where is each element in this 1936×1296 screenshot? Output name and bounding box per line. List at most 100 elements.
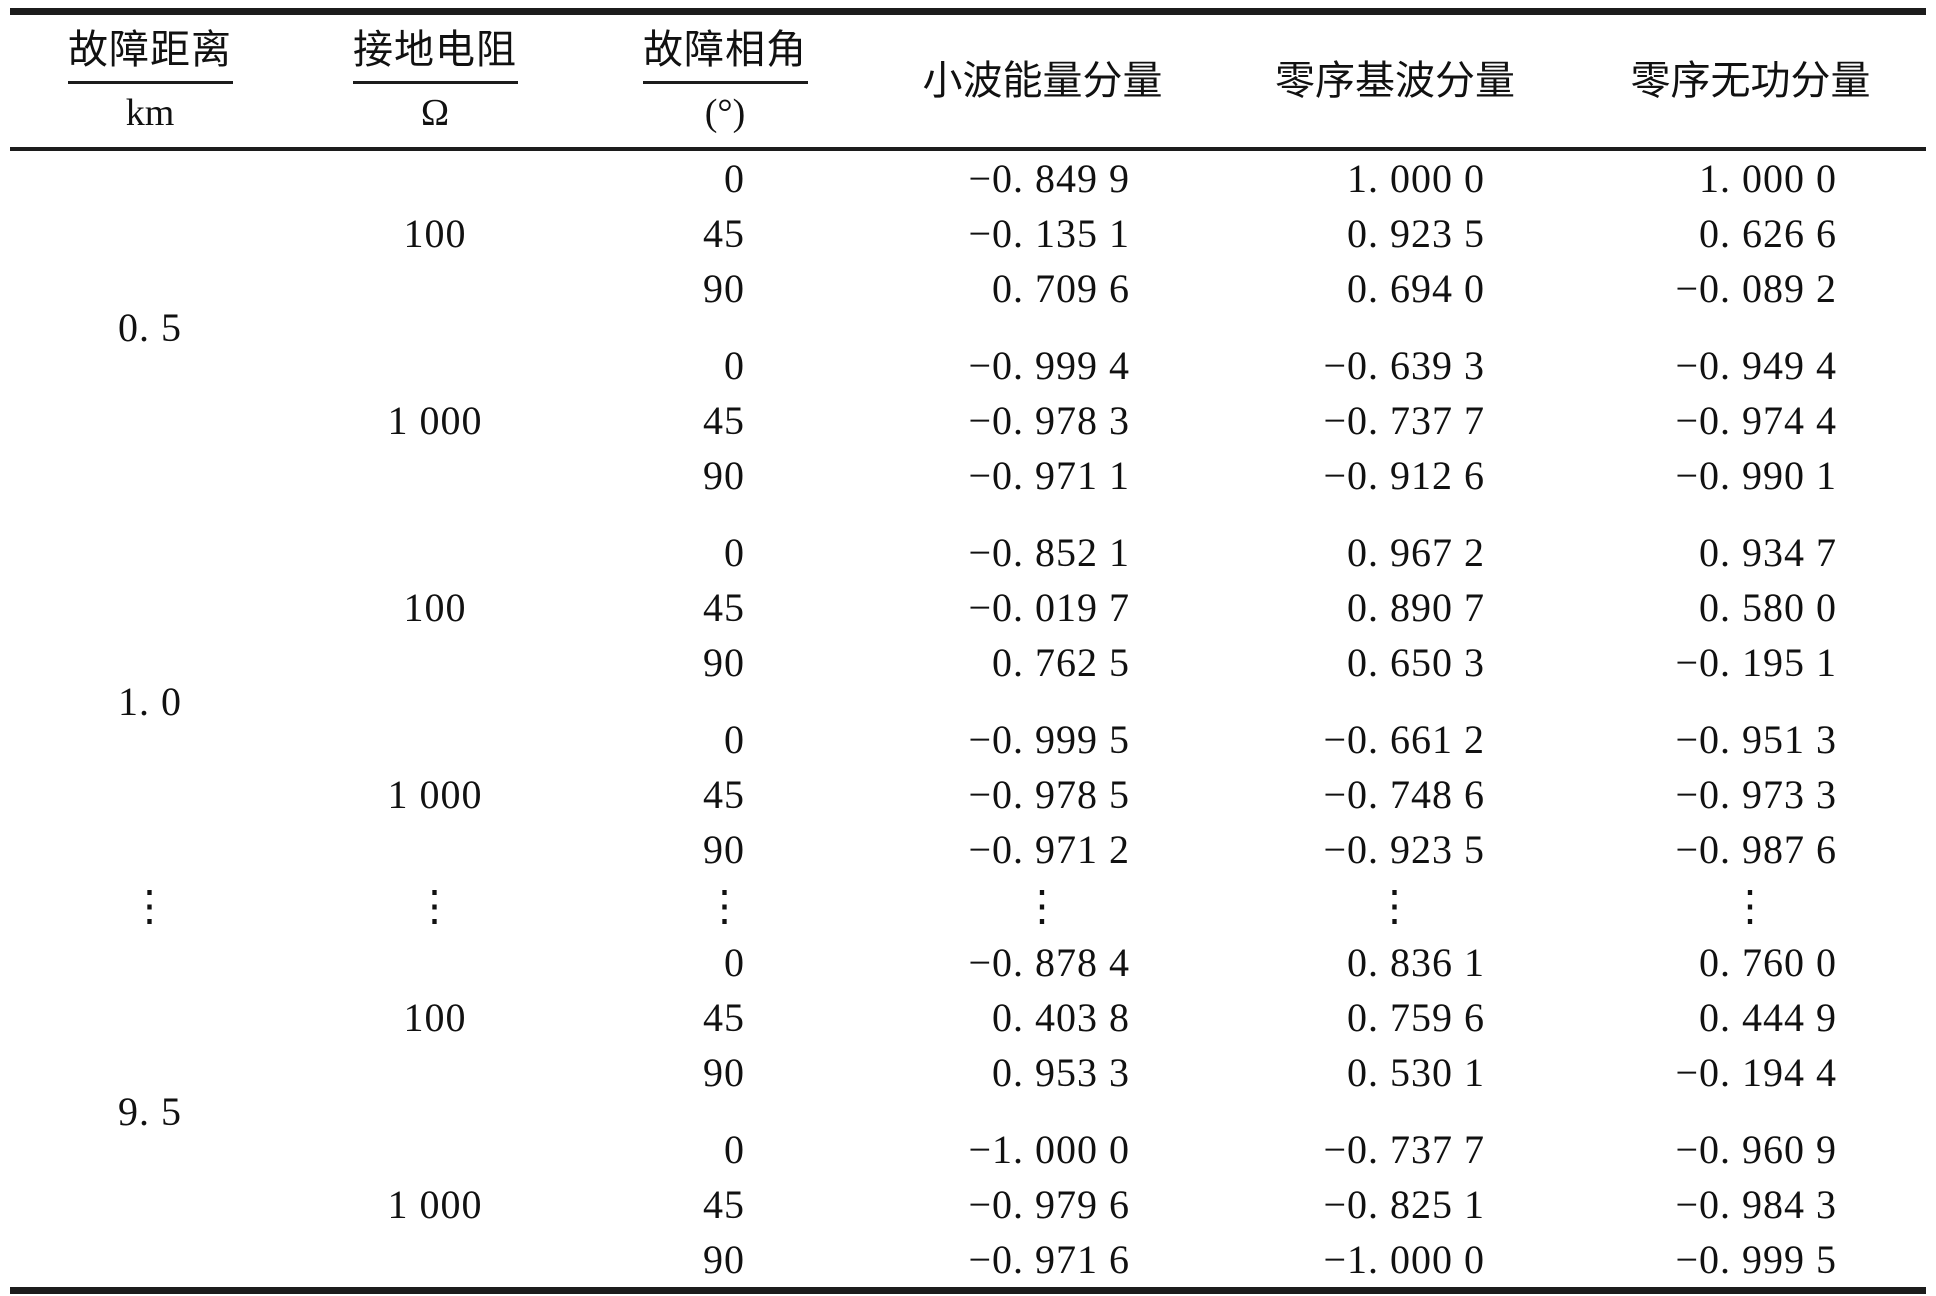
ellipsis-cell: ⋮: [1021, 884, 1064, 930]
zero-seq-fundamental-cell: 0. 836 1: [1347, 940, 1485, 985]
data-table: 故障距离 km 接地电阻 Ω 故障相角 (°) 小波能量分量 零序基波分量 零序…: [10, 8, 1926, 1294]
zero-seq-fundamental-cell: −0. 748 6: [1323, 772, 1485, 817]
table-row: 45 −0. 978 3 −0. 737 7 −0. 974 4: [10, 393, 1926, 448]
table-row: 1. 0 100 0 −0. 852 1 0. 967 2 0. 934 7: [10, 503, 1926, 724]
wavelet-energy-cell: −0. 979 6: [968, 1182, 1130, 1227]
resistance-cell: 1 000: [387, 398, 483, 443]
table-row: 1 000 0 −0. 999 5 −0. 661 2 −0. 951 3: [10, 690, 1926, 817]
zero-seq-reactive-cell: 0. 934 7: [1699, 530, 1837, 575]
phase-angle-cell: 45: [703, 772, 745, 817]
table-row: 90 −0. 971 2 −0. 923 5 −0. 987 6: [10, 822, 1926, 877]
zero-seq-reactive-cell: 0. 580 0: [1699, 585, 1837, 630]
zero-seq-fundamental-cell: −0. 923 5: [1323, 827, 1485, 872]
table-row: 90 0. 709 6 0. 694 0 −0. 089 2: [10, 261, 1926, 316]
fault-distance-cell: 1. 0: [118, 678, 182, 724]
table-row: 45 0. 403 8 0. 759 6 0. 444 9: [10, 990, 1926, 1045]
table-row: 1 000 0 −0. 999 4 −0. 639 3 −0. 949 4: [10, 316, 1926, 443]
phase-angle-cell: 0: [724, 1127, 745, 1172]
phase-angle-cell: 45: [703, 585, 745, 630]
zero-seq-fundamental-cell: −0. 825 1: [1323, 1182, 1485, 1227]
wavelet-energy-cell: −0. 978 5: [968, 772, 1130, 817]
wavelet-energy-cell: −0. 999 5: [968, 717, 1130, 762]
header-fault-phase-angle-unit: (°): [704, 91, 746, 134]
wavelet-energy-cell: −0. 019 7: [968, 585, 1130, 630]
wavelet-energy-cell: 0. 403 8: [992, 995, 1130, 1040]
zero-seq-reactive-cell: −0. 195 1: [1675, 640, 1837, 685]
zero-seq-reactive-cell: −0. 951 3: [1675, 717, 1837, 762]
phase-angle-cell: 0: [724, 940, 745, 985]
phase-angle-cell: 0: [724, 343, 745, 388]
zero-seq-reactive-cell: −0. 949 4: [1675, 343, 1837, 388]
wavelet-energy-cell: −0. 852 1: [968, 530, 1130, 575]
header-zero-seq-fundamental: 零序基波分量: [1215, 11, 1575, 151]
zero-seq-fundamental-cell: 0. 530 1: [1347, 1050, 1485, 1095]
wavelet-energy-cell: −0. 135 1: [968, 211, 1130, 256]
ellipsis-cell: ⋮: [1373, 884, 1417, 930]
table-header: 故障距离 km 接地电阻 Ω 故障相角 (°) 小波能量分量 零序基波分量 零序…: [10, 11, 1926, 151]
zero-seq-reactive-cell: −0. 974 4: [1675, 398, 1837, 443]
wavelet-energy-cell: −0. 971 1: [968, 453, 1130, 498]
zero-seq-reactive-cell: −0. 999 5: [1675, 1237, 1837, 1282]
header-fault-distance-unit: km: [125, 91, 175, 134]
zero-seq-fundamental-cell: 0. 890 7: [1347, 585, 1485, 630]
header-fault-distance: 故障距离 km: [10, 11, 290, 151]
resistance-cell: 100: [403, 995, 467, 1040]
wavelet-energy-cell: −1. 000 0: [968, 1127, 1130, 1172]
ellipsis-cell: ⋮: [703, 884, 747, 930]
table-body: 0. 5 100 0 −0. 849 9 1. 000 0 1. 000 0 4…: [10, 149, 1926, 1291]
header-wavelet-energy: 小波能量分量: [870, 11, 1215, 151]
ellipsis-cell: ⋮: [1729, 884, 1772, 930]
table-row: 90 −0. 971 6 −1. 000 0 −0. 999 5: [10, 1232, 1926, 1291]
table-row: 1 000 0 −1. 000 0 −0. 737 7 −0. 960 9: [10, 1100, 1926, 1227]
phase-angle-cell: 45: [703, 995, 745, 1040]
zero-seq-reactive-cell: −0. 194 4: [1675, 1050, 1837, 1095]
table-row: 0. 5 100 0 −0. 849 9 1. 000 0 1. 000 0: [10, 149, 1926, 350]
phase-angle-cell: 45: [703, 211, 745, 256]
resistance-cell: 1 000: [387, 1182, 483, 1227]
phase-angle-cell: 0: [724, 530, 745, 575]
ellipsis-cell: ⋮: [128, 884, 172, 930]
phase-angle-cell: 45: [703, 398, 745, 443]
table-row: 90 −0. 971 1 −0. 912 6 −0. 990 1: [10, 448, 1926, 503]
phase-angle-cell: 90: [703, 266, 745, 311]
fraction-rule: [642, 80, 808, 84]
header-ground-resistance-label: 接地电阻: [353, 26, 517, 72]
zero-seq-fundamental-cell: −1. 000 0: [1323, 1237, 1485, 1282]
zero-seq-fundamental-cell: 0. 694 0: [1347, 266, 1485, 311]
zero-seq-reactive-cell: 0. 444 9: [1699, 995, 1837, 1040]
table-row: 90 0. 953 3 0. 530 1 −0. 194 4: [10, 1045, 1926, 1100]
zero-seq-reactive-cell: −0. 960 9: [1675, 1127, 1837, 1172]
header-fault-phase-angle: 故障相角 (°): [580, 11, 870, 151]
fault-distance-cell: 9. 5: [118, 1088, 182, 1134]
phase-angle-cell: 90: [703, 827, 745, 872]
zero-seq-fundamental-cell: −0. 661 2: [1323, 717, 1485, 762]
zero-seq-fundamental-cell: 0. 967 2: [1347, 530, 1485, 575]
table-row: 45 −0. 135 1 0. 923 5 0. 626 6: [10, 206, 1926, 261]
fault-distance-cell: 0. 5: [118, 304, 182, 350]
zero-seq-fundamental-cell: 0. 923 5: [1347, 211, 1485, 256]
fraction-rule: [67, 80, 233, 84]
zero-seq-fundamental-cell: −0. 737 7: [1323, 1127, 1485, 1172]
wavelet-energy-cell: −0. 878 4: [968, 940, 1130, 985]
zero-seq-fundamental-cell: −0. 912 6: [1323, 453, 1485, 498]
phase-angle-cell: 90: [703, 640, 745, 685]
phase-angle-cell: 45: [703, 1182, 745, 1227]
resistance-cell: 100: [403, 585, 467, 630]
wavelet-energy-cell: −0. 849 9: [968, 156, 1130, 201]
header-fault-distance-label: 故障距离: [68, 26, 232, 72]
phase-angle-cell: 0: [724, 717, 745, 762]
zero-seq-reactive-cell: 0. 626 6: [1699, 211, 1837, 256]
wavelet-energy-cell: −0. 971 2: [968, 827, 1130, 872]
table-row: 45 −0. 979 6 −0. 825 1 −0. 984 3: [10, 1177, 1926, 1232]
zero-seq-reactive-cell: 1. 000 0: [1699, 156, 1837, 201]
resistance-cell: 100: [403, 211, 467, 256]
header-ground-resistance-unit: Ω: [420, 91, 450, 134]
zero-seq-reactive-cell: −0. 984 3: [1675, 1182, 1837, 1227]
zero-seq-fundamental-cell: 0. 759 6: [1347, 995, 1485, 1040]
phase-angle-cell: 90: [703, 1050, 745, 1095]
ellipsis-cell: ⋮: [413, 884, 457, 930]
zero-seq-fundamental-cell: −0. 639 3: [1323, 343, 1485, 388]
phase-angle-cell: 90: [703, 1237, 745, 1282]
table-row: 45 −0. 978 5 −0. 748 6 −0. 973 3: [10, 767, 1926, 822]
